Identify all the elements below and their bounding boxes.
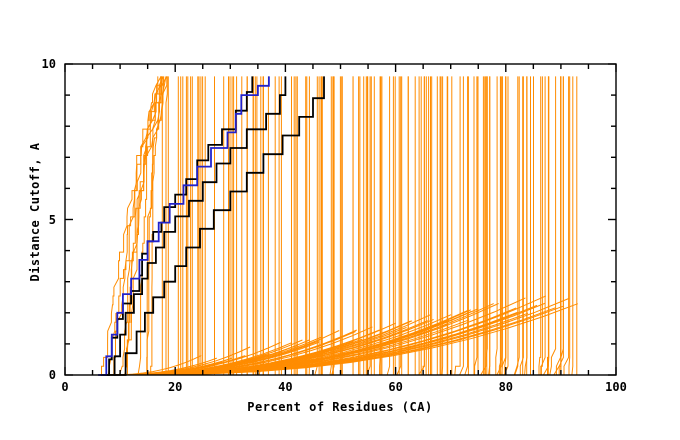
population-curve [557,76,562,376]
population-curve [422,76,425,376]
population-curve [571,76,574,376]
population-curve [560,76,564,376]
population-curve [538,76,542,375]
population-curve [254,76,256,376]
population-curve [314,76,318,376]
x-tick-label: 60 [388,380,403,394]
clip-right [617,0,680,440]
population-curve [124,76,162,376]
population-curve [537,76,546,376]
population-curve [519,76,524,375]
population-curve [568,76,571,375]
y-tick-label: 5 [48,212,56,227]
population-curve [518,76,524,376]
x-tick-label: 40 [278,380,293,394]
clip-bottom [0,376,680,440]
x-tick-label: 80 [498,380,514,394]
population-curve [553,76,562,376]
clip-left [0,0,65,440]
population-curve [497,76,501,376]
population-curve [553,76,562,376]
population-curve [464,76,469,376]
population-curve [146,76,168,375]
population-curve [101,76,162,375]
population-curve [459,76,464,376]
population-curve [573,76,578,376]
population-curve [137,76,162,376]
reference-curve-black [106,76,287,376]
population-curve [496,76,502,376]
x-tick-label: 0 [61,380,69,394]
population-curve [165,76,168,375]
population-curve [379,76,381,375]
population-curve [485,76,491,376]
population-curve [502,76,507,376]
population-curve [540,76,543,375]
x-tick-label: 100 [605,380,627,394]
x-axis-label: Percent of Residues (CA) [247,400,433,414]
population-curve [329,76,332,376]
population-curve [442,76,449,376]
population-curve [563,76,570,375]
x-tick-label: 20 [167,380,183,394]
population-curve [120,303,578,376]
reference-curve-blue [98,76,270,376]
population-curve [555,76,564,376]
population-curve [438,76,442,376]
population-curve [150,76,165,376]
population-curve [161,76,168,375]
population-curve [495,76,498,375]
y-tick-label: 10 [41,57,56,71]
reference-curve-black [114,76,325,376]
reference-curve-black [100,76,254,376]
population-curve [513,76,520,376]
population-curve [542,76,549,376]
tick-layer [64,63,617,376]
population-curve [331,76,335,376]
population-curve [258,76,262,376]
population-curve-layer [101,76,578,376]
population-curve [146,76,167,375]
population-curve [366,76,371,376]
clip-top [0,0,680,64]
population-curve [501,76,503,376]
population-curve [514,76,519,376]
y-tick-label: 0 [48,368,56,382]
population-curve [436,76,438,376]
population-curve [474,76,478,375]
population-curve [332,76,334,376]
population-curve [473,76,479,376]
population-curve [386,76,391,376]
population-curve [549,76,557,376]
